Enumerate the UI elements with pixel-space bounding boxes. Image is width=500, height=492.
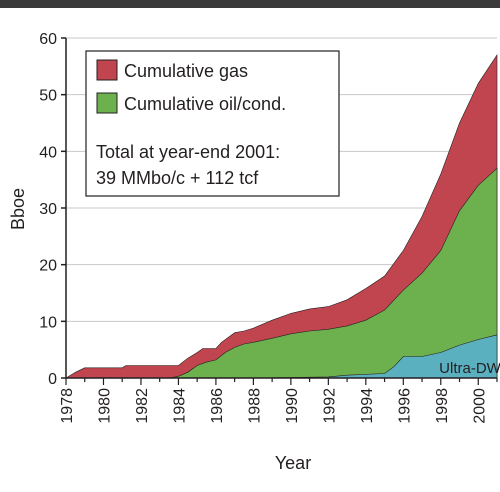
area-ultra-dw — [66, 334, 498, 379]
area-series — [64, 54, 498, 379]
ultra-dw-label: Ultra-DW — [439, 360, 500, 377]
y-tick-label: 10 — [39, 314, 57, 331]
x-tick-label: 1994 — [359, 388, 376, 424]
legend-swatch-oil — [96, 92, 118, 114]
x-axis-title: Year — [275, 453, 311, 473]
y-tick-label: 0 — [48, 371, 57, 388]
x-tick-label: 1998 — [434, 388, 451, 424]
y-axis-title: Bboe — [8, 188, 28, 230]
x-tick-label: 1992 — [321, 388, 338, 424]
x-tick-label: 2000 — [471, 388, 488, 424]
legend-label-oil: Cumulative oil/cond. — [124, 94, 286, 114]
x-tick-label: 1986 — [209, 388, 226, 424]
x-tick-label: 1984 — [171, 388, 188, 424]
y-tick-label: 40 — [39, 144, 57, 161]
area-cumulative-gas — [64, 54, 498, 379]
legend-label-gas: Cumulative gas — [124, 61, 248, 81]
y-tick-label: 20 — [39, 258, 57, 275]
x-tick-label: 1990 — [284, 388, 301, 424]
legend-note-line-2: 39 MMbo/c + 112 tcf — [96, 168, 259, 188]
x-tick-label: 1982 — [134, 388, 151, 424]
y-tick-label: 60 — [39, 31, 57, 48]
top-bar — [0, 0, 500, 8]
legend-box — [85, 50, 340, 197]
legend-note-line-1: Total at year-end 2001: — [96, 142, 280, 162]
x-tick-label: 1978 — [59, 388, 76, 424]
x-tick-label: 1988 — [246, 388, 263, 424]
axes: 0 10 20 30 40 50 60 1978 1980 1982 1984 1986 1988 199… — [39, 31, 498, 424]
area-cumulative-oil-cond — [66, 167, 498, 379]
x-tick-label: 1980 — [97, 388, 114, 424]
x-tick-label: 1996 — [396, 388, 413, 424]
y-tick-label: 50 — [39, 88, 57, 105]
y-tick-label: 30 — [39, 201, 57, 218]
legend: Cumulative gas Cumulative oil/cond. Tota… — [85, 50, 340, 197]
legend-swatch-gas — [96, 59, 118, 81]
